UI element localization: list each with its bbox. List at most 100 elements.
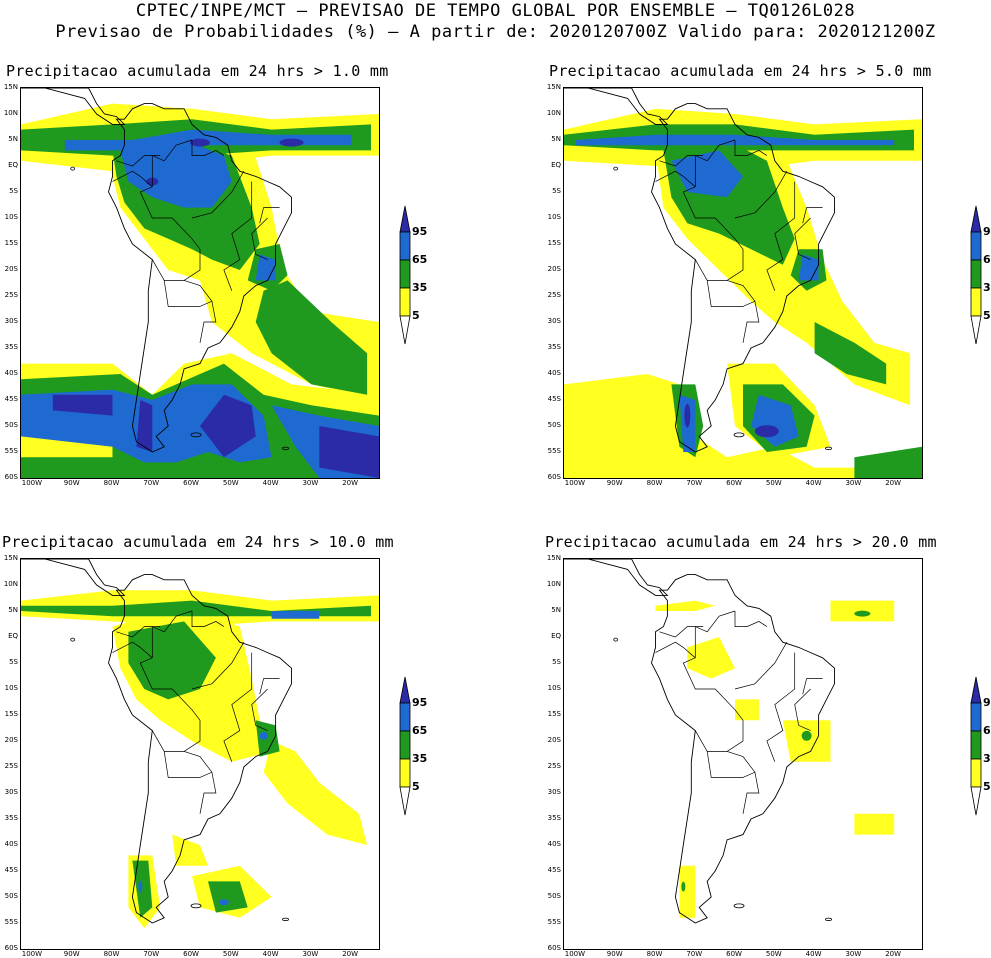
map-panel-1: 15N 10N 5N EQ 5S 10S 15S 20S 25S 30S 35S 40S 45S 50S 5… bbox=[0, 82, 427, 492]
latitude-label: 35S bbox=[4, 343, 18, 351]
header-line-1: CPTEC/INPE/MCT – PREVISAO DE TEMPO GLOBA… bbox=[135, 1, 856, 21]
latitude-label: 60S bbox=[4, 944, 18, 952]
latitude-label: 10S bbox=[4, 684, 18, 692]
latitude-label: 30S bbox=[4, 317, 18, 325]
longitude-label: 70W bbox=[143, 479, 160, 487]
longitude-label: 20W bbox=[342, 479, 359, 487]
latitude-label: 20S bbox=[4, 736, 18, 744]
longitude-label: 90W bbox=[606, 479, 623, 487]
latitude-label: 55S bbox=[4, 447, 18, 455]
latitude-label: 60S bbox=[547, 944, 561, 952]
latitude-label: 30S bbox=[547, 317, 561, 325]
map-frame bbox=[20, 87, 380, 479]
latitude-label: 10N bbox=[546, 109, 561, 117]
colorbar-level-label: 5 bbox=[983, 780, 991, 793]
latitude-label: 50S bbox=[547, 421, 561, 429]
latitude-label: 5N bbox=[551, 135, 561, 143]
latitude-label: 40S bbox=[4, 840, 18, 848]
longitude-label: 20W bbox=[885, 950, 902, 958]
latitude-label: 45S bbox=[4, 395, 18, 403]
latitude-label: 40S bbox=[4, 369, 18, 377]
colorbar-level-label: 35 bbox=[983, 752, 991, 765]
colorbar-level-label: 95 bbox=[983, 225, 991, 238]
latitude-label: 15S bbox=[4, 710, 18, 718]
colorbar-level-label: 5 bbox=[983, 309, 991, 322]
latitude-label: 55S bbox=[547, 447, 561, 455]
colorbar bbox=[399, 205, 411, 345]
longitude-label: 20W bbox=[885, 479, 902, 487]
colorbar-level-label: 95 bbox=[412, 225, 428, 238]
latitude-label: 40S bbox=[547, 840, 561, 848]
colorbar-level-label: 5 bbox=[412, 780, 420, 793]
longitude-label: 60W bbox=[183, 950, 199, 958]
latitude-label: 5S bbox=[9, 658, 18, 666]
colorbar-level-label: 95 bbox=[983, 696, 991, 709]
longitude-label: 70W bbox=[686, 479, 703, 487]
longitude-label: 70W bbox=[686, 950, 703, 958]
latitude-label: 15S bbox=[547, 710, 561, 718]
longitude-label: 40W bbox=[805, 950, 822, 958]
latitude-label: 55S bbox=[547, 918, 561, 926]
latitude-label: 5N bbox=[8, 135, 18, 143]
latitude-label: 40S bbox=[547, 369, 561, 377]
panel-title: Precipitacao acumulada em 24 hrs > 10.0 … bbox=[2, 533, 394, 551]
map-panel-2: 15N 10N 5N EQ 5S 10S 15S 20S 25S 30S 35S 40S 45S 50S 5… bbox=[543, 82, 991, 492]
longitude-label: 70W bbox=[143, 950, 160, 958]
latitude-label: EQ bbox=[551, 632, 561, 640]
latitude-label: 35S bbox=[4, 814, 18, 822]
colorbar-level-label: 35 bbox=[412, 752, 428, 765]
map-frame bbox=[563, 87, 923, 479]
latitude-label: 10S bbox=[547, 213, 561, 221]
latitude-label: 20S bbox=[547, 736, 561, 744]
probability-map bbox=[21, 559, 379, 929]
latitude-label: 30S bbox=[547, 788, 561, 796]
panel-title: Precipitacao acumulada em 24 hrs > 20.0 … bbox=[545, 533, 937, 551]
colorbar bbox=[970, 676, 982, 816]
map-panel-4: 15N 10N 5N EQ 5S 10S 15S 20S 25S 30S 35S 40S 45S 50S 5… bbox=[543, 553, 991, 958]
latitude-label: 15N bbox=[3, 83, 18, 91]
latitude-label: 35S bbox=[547, 814, 561, 822]
latitude-label: 5N bbox=[8, 606, 18, 614]
latitude-label: 15S bbox=[4, 239, 18, 247]
probability-map bbox=[564, 559, 895, 924]
longitude-label: 30W bbox=[845, 479, 862, 487]
latitude-label: 15N bbox=[546, 554, 561, 562]
latitude-label: 20S bbox=[4, 265, 18, 273]
longitude-label: 30W bbox=[302, 950, 319, 958]
longitude-label: 90W bbox=[63, 479, 80, 487]
latitude-label: 20S bbox=[547, 265, 561, 273]
colorbar-level-label: 65 bbox=[412, 724, 428, 737]
latitude-label: 10S bbox=[547, 684, 561, 692]
longitude-label: 90W bbox=[606, 950, 623, 958]
longitude-label: 60W bbox=[726, 479, 742, 487]
longitude-label: 30W bbox=[302, 479, 319, 487]
longitude-label: 50W bbox=[765, 479, 782, 487]
probability-map bbox=[21, 88, 379, 478]
latitude-label: 60S bbox=[4, 473, 18, 481]
longitude-label: 30W bbox=[845, 950, 862, 958]
latitude-label: 15N bbox=[546, 83, 561, 91]
longitude-label: 80W bbox=[646, 479, 663, 487]
longitude-label: 40W bbox=[262, 479, 279, 487]
latitude-label: 5S bbox=[552, 187, 561, 195]
longitude-label: 20W bbox=[342, 950, 359, 958]
latitude-label: EQ bbox=[551, 161, 561, 169]
longitude-label: 80W bbox=[103, 950, 120, 958]
longitude-label: 80W bbox=[103, 479, 120, 487]
longitude-label: 60W bbox=[726, 950, 742, 958]
latitude-label: 25S bbox=[4, 291, 18, 299]
latitude-label: 15N bbox=[3, 554, 18, 562]
latitude-label: 25S bbox=[547, 291, 561, 299]
latitude-label: 10N bbox=[3, 109, 18, 117]
latitude-label: 45S bbox=[547, 395, 561, 403]
colorbar-level-label: 5 bbox=[412, 309, 420, 322]
latitude-label: EQ bbox=[8, 632, 18, 640]
map-frame bbox=[563, 558, 923, 950]
header-line-2: Previsao de Probabilidades (%) – A parti… bbox=[55, 22, 936, 42]
longitude-label: 50W bbox=[222, 479, 239, 487]
colorbar-level-label: 65 bbox=[983, 253, 991, 266]
colorbar-level-label: 65 bbox=[412, 253, 428, 266]
latitude-label: 55S bbox=[4, 918, 18, 926]
latitude-label: 50S bbox=[4, 892, 18, 900]
latitude-label: 60S bbox=[547, 473, 561, 481]
